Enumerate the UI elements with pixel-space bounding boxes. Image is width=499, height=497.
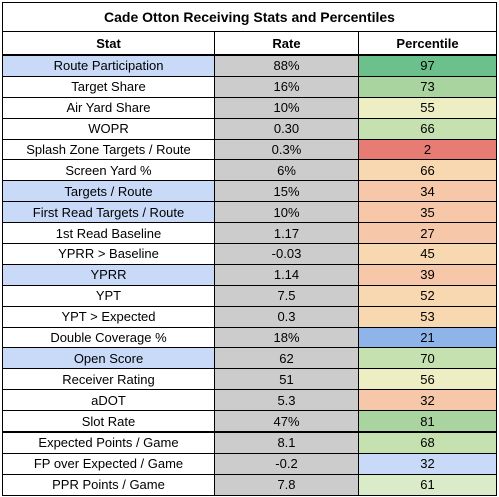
- percentile-cell: 27: [358, 222, 497, 245]
- percentile-cell: 39: [358, 263, 497, 286]
- stat-cell: 1st Read Baseline: [2, 222, 215, 245]
- percentile-cell: 21: [358, 326, 497, 349]
- percentile-cell: 66: [358, 117, 497, 140]
- percentile-cell: 45: [358, 243, 497, 265]
- table-row: Splash Zone Targets / Route 0.3% 2: [2, 138, 497, 161]
- rate-cell: 15%: [214, 180, 359, 203]
- table-row: Slot Rate 47% 81: [2, 410, 497, 433]
- table-row: 1st Read Baseline 1.17 27: [2, 222, 497, 245]
- rate-cell: 7.5: [214, 284, 359, 307]
- table-row: YPRR > Baseline -0.03 45: [2, 243, 497, 265]
- percentile-cell: 81: [358, 410, 497, 433]
- table-row: YPRR 1.14 39: [2, 263, 497, 286]
- stat-cell: Screen Yard %: [2, 159, 215, 182]
- table-row: aDOT 5.3 32: [2, 389, 497, 412]
- stat-cell: YPRR: [2, 263, 215, 286]
- header-stat: Stat: [2, 31, 215, 56]
- percentile-cell: 35: [358, 201, 497, 224]
- stat-cell: Expected Points / Game: [2, 431, 215, 454]
- stat-cell: Route Participation: [2, 54, 215, 77]
- rate-cell: 16%: [214, 75, 359, 98]
- table-row: Target Share 16% 73: [2, 75, 497, 98]
- table-row: Targets / Route 15% 34: [2, 180, 497, 203]
- table-row: Screen Yard % 6% 66: [2, 159, 497, 182]
- table-row: YPT > Expected 0.3 53: [2, 305, 497, 328]
- table-body: Route Participation 88% 97 Target Share 16% 7…: [2, 54, 497, 496]
- percentile-cell: 55: [358, 96, 497, 119]
- table-row: YPT 7.5 52: [2, 284, 497, 307]
- table-row: FP over Expected / Game -0.2 32: [2, 452, 497, 475]
- rate-cell: 7.8: [214, 473, 359, 496]
- rate-cell: 8.1: [214, 431, 359, 454]
- table-title: Cade Otton Receiving Stats and Percentil…: [2, 2, 497, 32]
- percentile-cell: 66: [358, 159, 497, 182]
- percentile-cell: 97: [358, 54, 497, 77]
- percentile-cell: 34: [358, 180, 497, 203]
- percentile-cell: 32: [358, 389, 497, 412]
- stat-cell: WOPR: [2, 117, 215, 140]
- rate-cell: 0.3: [214, 305, 359, 328]
- stat-cell: Splash Zone Targets / Route: [2, 138, 215, 161]
- stat-cell: YPT: [2, 284, 215, 307]
- percentile-cell: 53: [358, 305, 497, 328]
- rate-cell: 1.14: [214, 263, 359, 286]
- percentile-cell: 56: [358, 368, 497, 391]
- rate-cell: 6%: [214, 159, 359, 182]
- percentile-cell: 32: [358, 452, 497, 475]
- header-rate: Rate: [214, 31, 359, 56]
- table-row: WOPR 0.30 66: [2, 117, 497, 140]
- table-row: Double Coverage % 18% 21: [2, 326, 497, 349]
- stat-cell: Targets / Route: [2, 180, 215, 203]
- rate-cell: 88%: [214, 54, 359, 77]
- rate-cell: -0.03: [214, 243, 359, 265]
- table-row: Open Score 62 70: [2, 347, 497, 370]
- stat-cell: Slot Rate: [2, 410, 215, 433]
- stat-cell: Receiver Rating: [2, 368, 215, 391]
- rate-cell: 10%: [214, 201, 359, 224]
- table-row: Expected Points / Game 8.1 68: [2, 431, 497, 454]
- rate-cell: -0.2: [214, 452, 359, 475]
- percentile-cell: 70: [358, 347, 497, 370]
- stat-cell: FP over Expected / Game: [2, 452, 215, 475]
- table-row: First Read Targets / Route 10% 35: [2, 201, 497, 224]
- table-row: PPR Points / Game 7.8 61: [2, 473, 497, 496]
- percentile-cell: 2: [358, 138, 497, 161]
- table-row: Route Participation 88% 97: [2, 54, 497, 77]
- percentile-cell: 52: [358, 284, 497, 307]
- rate-cell: 0.30: [214, 117, 359, 140]
- percentile-cell: 68: [358, 431, 497, 454]
- table-row: Air Yard Share 10% 55: [2, 96, 497, 119]
- rate-cell: 18%: [214, 326, 359, 349]
- stat-cell: Target Share: [2, 75, 215, 98]
- rate-cell: 51: [214, 368, 359, 391]
- rate-cell: 47%: [214, 410, 359, 433]
- stat-cell: Air Yard Share: [2, 96, 215, 119]
- stat-cell: YPT > Expected: [2, 305, 215, 328]
- percentile-cell: 61: [358, 473, 497, 496]
- stat-cell: YPRR > Baseline: [2, 243, 215, 265]
- rate-cell: 1.17: [214, 222, 359, 245]
- stat-cell: Open Score: [2, 347, 215, 370]
- stat-cell: PPR Points / Game: [2, 473, 215, 496]
- header-row: Stat Rate Percentile: [2, 31, 497, 56]
- stat-cell: aDOT: [2, 389, 215, 412]
- rate-cell: 0.3%: [214, 138, 359, 161]
- percentile-cell: 73: [358, 75, 497, 98]
- stat-cell: Double Coverage %: [2, 326, 215, 349]
- header-percentile: Percentile: [358, 31, 497, 56]
- rate-cell: 10%: [214, 96, 359, 119]
- stat-cell: First Read Targets / Route: [2, 201, 215, 224]
- rate-cell: 5.3: [214, 389, 359, 412]
- rate-cell: 62: [214, 347, 359, 370]
- table-row: Receiver Rating 51 56: [2, 368, 497, 391]
